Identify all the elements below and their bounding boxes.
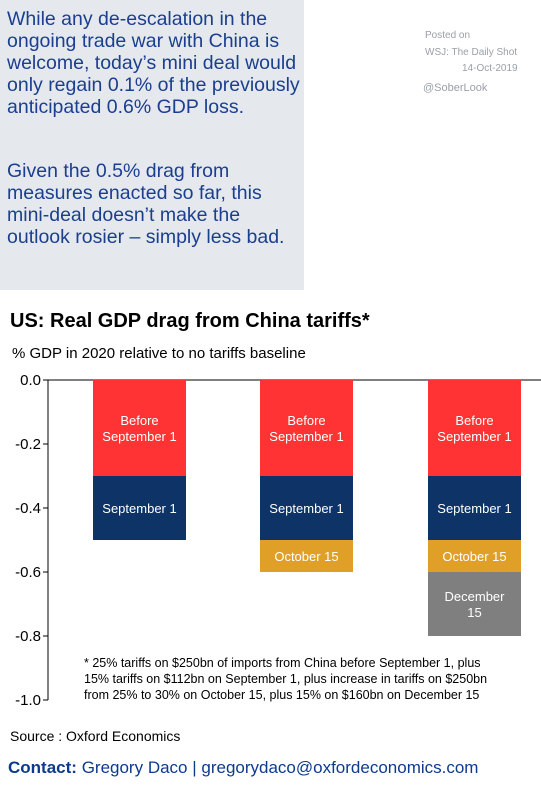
bar-data-label: September 1: [102, 429, 176, 444]
y-tick-label: 0.0: [20, 372, 41, 389]
bar-data-label: September 1: [269, 429, 343, 444]
bar-segment: [260, 380, 353, 476]
bar-segment: [93, 476, 186, 540]
footnote-line: 15% tariffs on $112bn on September 1, pl…: [84, 672, 487, 686]
contact-line: Contact: Gregory Daco | gregorydaco@oxfo…: [8, 758, 478, 778]
commentary-paragraph-2: Given the 0.5% drag from measures enacte…: [7, 160, 285, 248]
contact-label: Contact:: [8, 758, 77, 777]
bar-data-label: September 1: [269, 501, 343, 516]
posted-source: WSJ: The Daily Shot: [425, 47, 518, 58]
commentary-paragraph-1: While any de-escalation in the ongoing t…: [7, 8, 300, 118]
posted-on-label: Posted on: [425, 30, 471, 41]
bar-data-label: Before: [287, 413, 325, 428]
bar-data-label: September 1: [102, 501, 176, 516]
bar-segment: [428, 572, 521, 636]
bar-segment: [260, 476, 353, 540]
bar-segment: [260, 540, 353, 572]
footnote-line: from 25% to 30% on October 15, plus 15% …: [84, 688, 479, 702]
bar-segment: [428, 380, 521, 476]
bar-data-label: Before: [455, 413, 493, 428]
source-note: Source : Oxford Economics: [10, 728, 181, 744]
y-tick-label: -1.0: [15, 692, 41, 709]
footnote-line: * 25% tariffs on $250bn of imports from …: [84, 656, 481, 670]
bar-data-label: Before: [120, 413, 158, 428]
bar-segment: [93, 380, 186, 476]
contact-details: Gregory Daco | gregorydaco@oxfordeconomi…: [81, 758, 479, 777]
chart-title: US: Real GDP drag from China tariffs*: [10, 310, 370, 332]
bar-data-label: September 1: [437, 501, 511, 516]
bar-data-label: October 15: [442, 549, 506, 564]
twitter-handle: @SoberLook: [423, 82, 488, 94]
commentary-box: While any de-escalation in the ongoing t…: [0, 0, 304, 290]
bar-data-label: September 1: [437, 429, 511, 444]
bar-segment: [428, 540, 521, 572]
bar-data-label: December: [445, 589, 506, 604]
bar-segment: [428, 476, 521, 540]
bar-data-label: 15: [467, 605, 481, 620]
y-tick-label: -0.8: [15, 628, 41, 645]
posted-date: 14-Oct-2019: [462, 63, 518, 74]
bar-data-label: October 15: [274, 549, 338, 564]
y-tick-label: -0.6: [15, 564, 41, 581]
chart-subtitle: % GDP in 2020 relative to no tariffs bas…: [12, 345, 306, 362]
y-tick-label: -0.2: [15, 436, 41, 453]
y-tick-label: -0.4: [15, 500, 41, 517]
